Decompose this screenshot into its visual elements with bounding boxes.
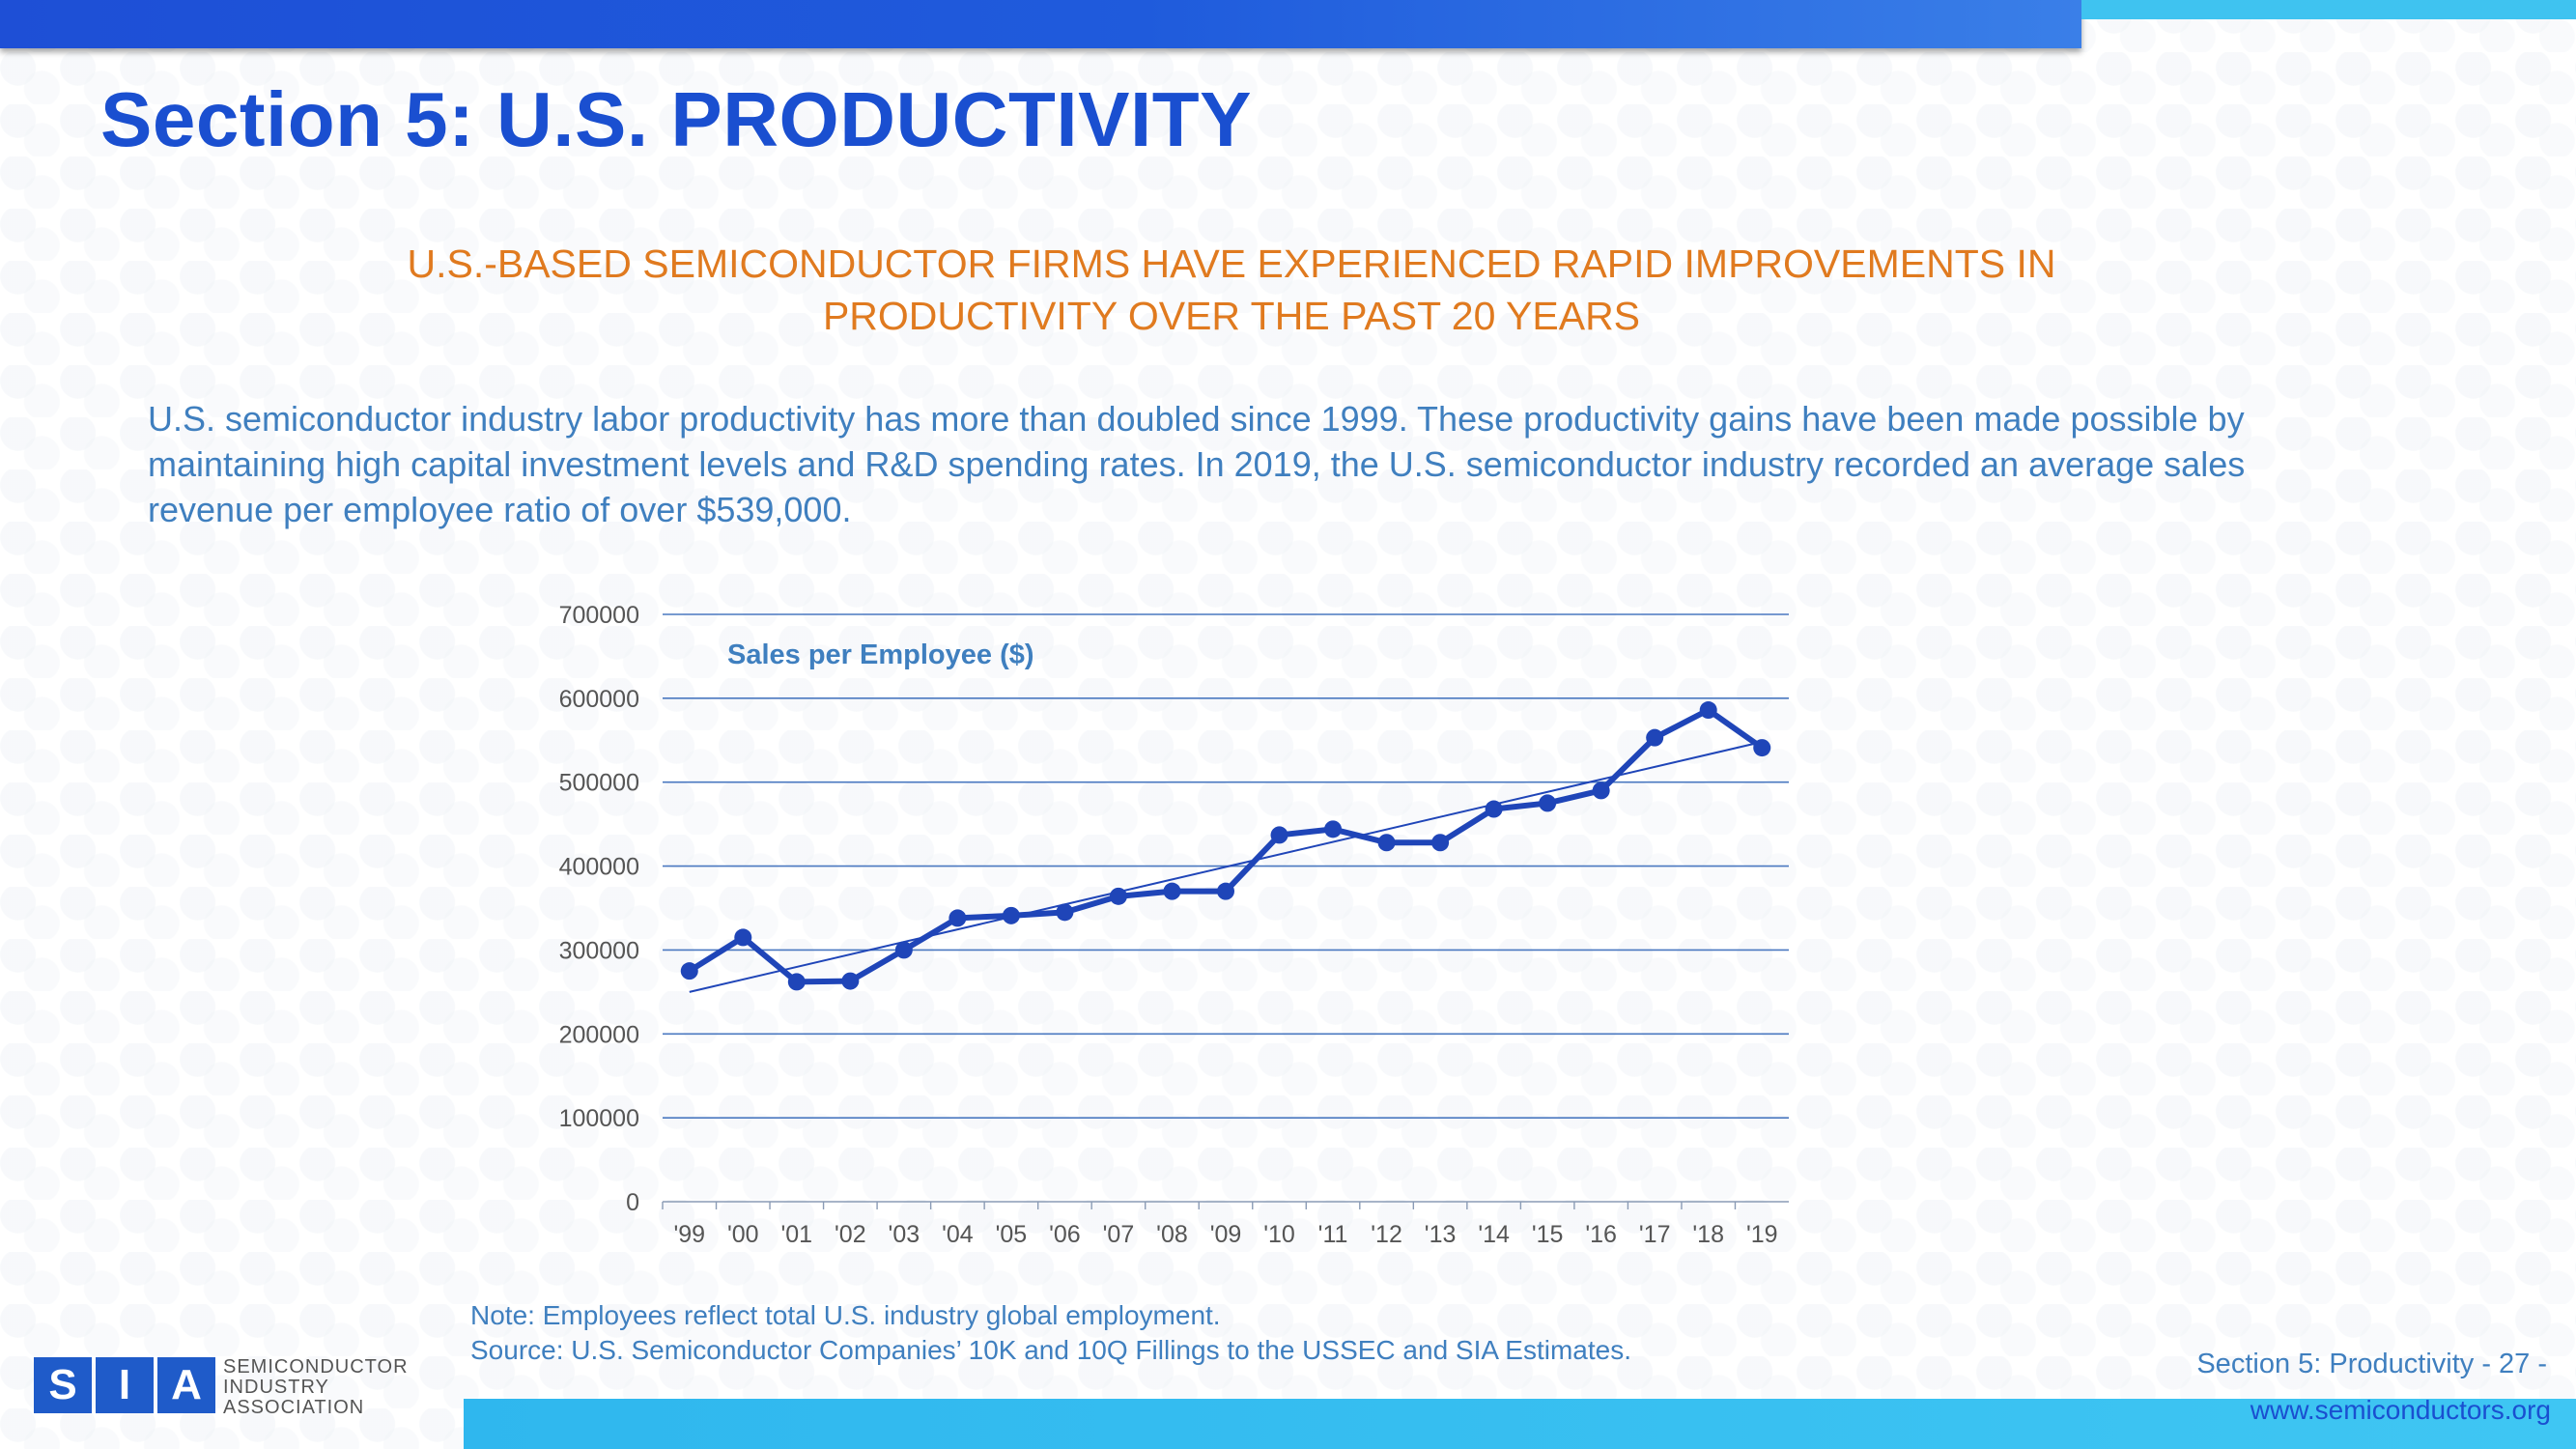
y-tick-label: 400000 bbox=[559, 854, 639, 881]
data-point bbox=[1109, 887, 1127, 905]
x-tick-label: '00 bbox=[727, 1221, 759, 1248]
x-tick-label: '12 bbox=[1371, 1221, 1402, 1248]
source-text: Source: U.S. Semiconductor Companies’ 10… bbox=[470, 1335, 1631, 1365]
logo-line-2: INDUSTRY bbox=[223, 1377, 329, 1398]
x-tick-label: '16 bbox=[1585, 1221, 1617, 1248]
body-paragraph: U.S. semiconductor industry labor produc… bbox=[148, 396, 2466, 532]
chart-gridlines bbox=[663, 613, 1789, 1203]
x-tick-label: '01 bbox=[781, 1221, 813, 1248]
slide-subtitle: U.S.-BASED SEMICONDUCTOR FIRMS HAVE EXPE… bbox=[241, 238, 2222, 342]
y-tick-label: 700000 bbox=[559, 602, 639, 629]
note-text: Note: Employees reflect total U.S. indus… bbox=[470, 1300, 1221, 1330]
x-tick-label: '04 bbox=[942, 1221, 974, 1248]
sales-per-employee-chart: 0 100000 200000 300000 400000 500000 600000 700… bbox=[559, 602, 1789, 1248]
data-point bbox=[1646, 728, 1664, 747]
data-point bbox=[948, 909, 967, 927]
data-point bbox=[1056, 903, 1074, 922]
data-point bbox=[1539, 794, 1557, 812]
body-line-1: U.S. semiconductor industry labor produc… bbox=[148, 399, 2245, 439]
x-tick-label: '11 bbox=[1318, 1221, 1348, 1248]
data-point bbox=[1217, 882, 1234, 900]
chart-notes: Note: Employees reflect total U.S. indus… bbox=[470, 1298, 1631, 1368]
data-point bbox=[1270, 826, 1288, 844]
x-tick-label: '05 bbox=[996, 1221, 1028, 1248]
body-line-3: revenue per employee ratio of over $539,… bbox=[148, 490, 852, 529]
x-tick-label: '13 bbox=[1425, 1221, 1457, 1248]
data-point bbox=[1431, 834, 1450, 852]
chart-y-ticks: 0 100000 200000 300000 400000 500000 600000 700… bbox=[559, 602, 639, 1216]
x-tick-label: '99 bbox=[673, 1221, 705, 1248]
data-point bbox=[894, 941, 913, 959]
y-tick-label: 500000 bbox=[559, 770, 639, 797]
data-point bbox=[1163, 882, 1181, 900]
data-point bbox=[1592, 781, 1610, 800]
x-tick-label: '09 bbox=[1210, 1221, 1242, 1248]
x-tick-label: '15 bbox=[1532, 1221, 1564, 1248]
y-tick-label: 600000 bbox=[559, 686, 639, 713]
sia-logo: S I A SEMICONDUCTOR INDUSTRY ASSOCIATION bbox=[34, 1357, 420, 1418]
page-title: Section 5: U.S. PRODUCTIVITY bbox=[100, 76, 1252, 162]
subtitle-line-2: PRODUCTIVITY OVER THE PAST 20 YEARS bbox=[822, 294, 1641, 338]
x-tick-label: '14 bbox=[1478, 1221, 1510, 1248]
x-tick-label: '17 bbox=[1639, 1221, 1671, 1248]
x-tick-label: '07 bbox=[1103, 1221, 1135, 1248]
x-tick-label: '10 bbox=[1263, 1221, 1295, 1248]
chart-x-ticks: '99 '00 '01 '02 '03 '04 '05 '06 '07 '08 '09 '10 '11 '… bbox=[662, 1202, 1778, 1248]
x-tick-label: '03 bbox=[889, 1221, 920, 1248]
body-line-2: maintaining high capital investment leve… bbox=[148, 444, 2246, 484]
data-point bbox=[1002, 906, 1020, 924]
website-link[interactable]: www.semiconductors.org bbox=[2250, 1395, 2551, 1425]
x-tick-label: '18 bbox=[1692, 1221, 1724, 1248]
chart-series-layer bbox=[688, 707, 1764, 985]
y-tick-label: 100000 bbox=[559, 1105, 639, 1132]
y-tick-label: 300000 bbox=[559, 937, 639, 964]
data-point bbox=[680, 962, 698, 980]
top-banner bbox=[0, 0, 2081, 48]
page-number-label: Section 5: Productivity - 27 - bbox=[2196, 1349, 2547, 1379]
data-point bbox=[841, 972, 860, 990]
logo-letter-s: S bbox=[34, 1357, 92, 1413]
data-point bbox=[1377, 834, 1396, 852]
data-point bbox=[787, 973, 806, 991]
x-tick-label: '19 bbox=[1746, 1221, 1778, 1248]
bottom-banner bbox=[464, 1399, 2576, 1449]
top-banner-accent bbox=[2081, 0, 2576, 19]
y-tick-label: 0 bbox=[626, 1189, 639, 1216]
series-line bbox=[688, 707, 1764, 985]
logo-wordmark: SEMICONDUCTOR INDUSTRY ASSOCIATION bbox=[223, 1357, 409, 1418]
trendline bbox=[689, 741, 1763, 993]
logo-letter-a: A bbox=[157, 1357, 215, 1413]
x-tick-label: '02 bbox=[835, 1221, 866, 1248]
chart-title: Sales per Employee ($) bbox=[727, 639, 1034, 670]
subtitle-line-1: U.S.-BASED SEMICONDUCTOR FIRMS HAVE EXPE… bbox=[407, 242, 2056, 286]
data-point bbox=[734, 928, 752, 947]
logo-letter-i: I bbox=[96, 1357, 154, 1413]
data-point bbox=[1699, 701, 1717, 720]
y-tick-label: 200000 bbox=[559, 1021, 639, 1048]
x-tick-label: '08 bbox=[1156, 1221, 1188, 1248]
chart-trendline-layer bbox=[689, 741, 1763, 993]
chart-points-layer bbox=[680, 701, 1771, 991]
x-tick-label: '06 bbox=[1049, 1221, 1081, 1248]
data-point bbox=[1485, 800, 1503, 818]
logo-line-1: SEMICONDUCTOR bbox=[223, 1356, 409, 1378]
data-point bbox=[1324, 820, 1343, 838]
logo-line-3: ASSOCIATION bbox=[223, 1397, 365, 1418]
data-point bbox=[1753, 739, 1771, 757]
